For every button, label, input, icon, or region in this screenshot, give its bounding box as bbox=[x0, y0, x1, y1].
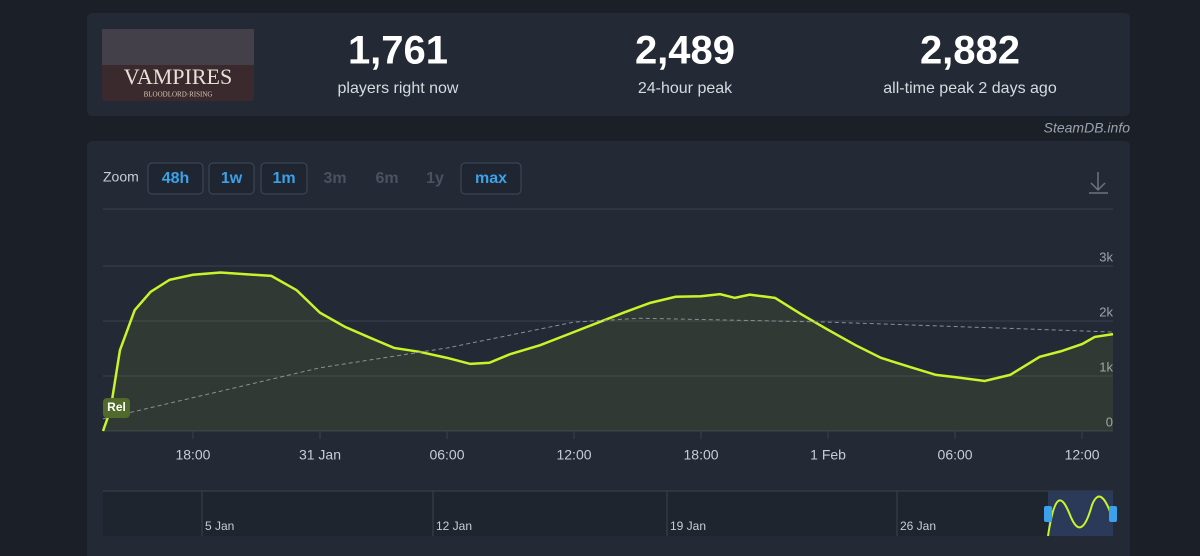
annotation-label: Rel bbox=[107, 400, 126, 414]
zoom-option: 3m bbox=[323, 170, 346, 187]
y-tick-label: 0 bbox=[1106, 414, 1113, 429]
zoom-option[interactable]: 1m bbox=[272, 170, 295, 187]
zoom-option: 6m bbox=[375, 170, 398, 187]
zoom-button[interactable] bbox=[460, 162, 522, 195]
y-tick-label: 1k bbox=[1099, 359, 1113, 374]
zoom-button[interactable] bbox=[147, 162, 204, 195]
x-tick-label: 06:00 bbox=[429, 447, 464, 463]
zoom-label: Zoom bbox=[103, 169, 139, 185]
navigator-label: 5 Jan bbox=[205, 519, 234, 533]
game-title: VAMPIRES bbox=[124, 64, 232, 89]
navigator[interactable] bbox=[103, 491, 1113, 536]
x-tick-label: 18:00 bbox=[175, 447, 210, 463]
x-tick-label: 12:00 bbox=[556, 447, 591, 463]
trend-line bbox=[102, 317, 1114, 420]
y-tick-label: 3k bbox=[1099, 249, 1113, 264]
zoom-option[interactable]: max bbox=[475, 170, 507, 187]
stat-value: 1,761 bbox=[348, 29, 448, 73]
line bbox=[101, 271, 1114, 432]
navigator-line bbox=[1047, 495, 1114, 537]
stats-panel bbox=[87, 13, 1130, 116]
x-tick-label: 31 Jan bbox=[299, 447, 341, 463]
navigator-handle[interactable] bbox=[1109, 506, 1117, 522]
area bbox=[103, 272, 1113, 431]
download-icon[interactable] bbox=[1089, 172, 1108, 194]
y-tick-label: 2k bbox=[1099, 304, 1113, 319]
stat-value: 2,489 bbox=[635, 29, 735, 73]
x-tick-label: 06:00 bbox=[938, 447, 973, 463]
annotation-box bbox=[103, 398, 130, 418]
zoom-option[interactable]: 1w bbox=[221, 170, 243, 187]
navigator-handle[interactable] bbox=[1044, 506, 1052, 522]
game-subtitle: BLOODLORD·RISING bbox=[144, 91, 213, 99]
navigator-label: 19 Jan bbox=[670, 519, 706, 533]
stat-label: 24-hour peak bbox=[638, 80, 733, 97]
navigator-label: 12 Jan bbox=[436, 519, 472, 533]
x-tick-label: 18:00 bbox=[684, 447, 719, 463]
stat-value: 2,882 bbox=[920, 29, 1020, 73]
x-tick-label: 1 Feb bbox=[810, 447, 846, 463]
zoom-button[interactable] bbox=[260, 162, 308, 195]
stat-label: all-time peak 2 days ago bbox=[883, 80, 1057, 97]
chart-panel bbox=[87, 141, 1130, 556]
stat-label: players right now bbox=[338, 80, 459, 97]
source[interactable]: SteamDB.info bbox=[1044, 120, 1131, 136]
zoom-button[interactable] bbox=[208, 162, 255, 195]
zoom-option: 1y bbox=[426, 170, 444, 187]
navigator-label: 26 Jan bbox=[900, 519, 936, 533]
image-sky bbox=[102, 29, 254, 65]
x-tick-label: 12:00 bbox=[1065, 447, 1100, 463]
zoom-option[interactable]: 48h bbox=[162, 170, 190, 187]
